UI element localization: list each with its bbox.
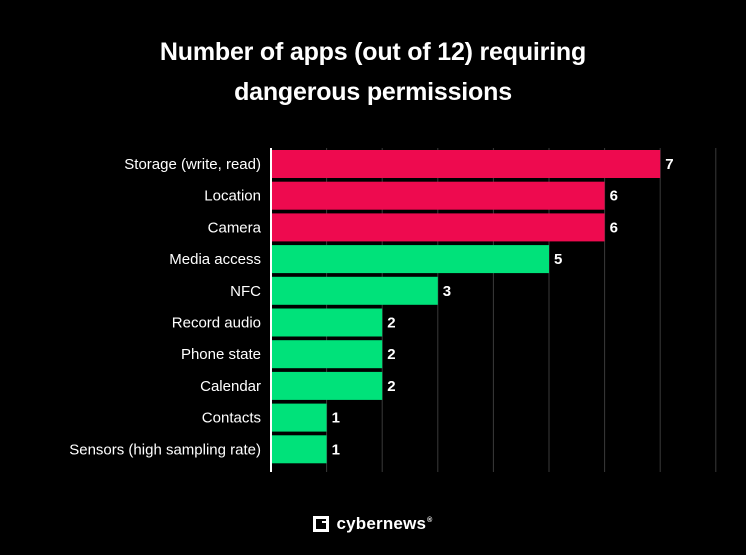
bar [271, 150, 661, 178]
bar [271, 245, 549, 274]
value-label: 2 [387, 378, 395, 395]
category-label: Calendar [200, 378, 261, 395]
cybernews-logo-icon [313, 516, 330, 532]
category-label: Sensors (high sampling rate) [69, 441, 261, 458]
category-label: Location [204, 188, 261, 205]
bar [271, 181, 605, 210]
chart-title-line-1: Number of apps (out of 12) requiring [159, 38, 587, 66]
bars [271, 150, 661, 464]
category-label: Storage (write, read) [124, 156, 261, 173]
value-label: 2 [387, 346, 395, 363]
value-label: 1 [332, 410, 340, 427]
bar [271, 340, 383, 369]
category-labels: Storage (write, read) Location Camera Media… [69, 156, 261, 458]
value-label: 6 [610, 188, 618, 205]
value-label: 6 [610, 219, 618, 236]
category-label: Phone state [181, 346, 261, 363]
brand-footer: cybernews® [0, 514, 746, 534]
brand-name: cybernews® [336, 514, 433, 533]
bar [271, 435, 327, 464]
bar [271, 308, 383, 337]
value-labels: 7 6 6 5 3 2 2 2 1 1 [332, 156, 674, 458]
value-label: 1 [332, 441, 340, 458]
value-label: 3 [443, 283, 451, 300]
bar [271, 276, 438, 305]
chart-title-line-2: dangerous permissions [234, 78, 512, 106]
bar [271, 403, 327, 432]
category-label: Media access [169, 251, 261, 268]
category-label: NFC [230, 283, 261, 300]
category-label: Record audio [172, 315, 261, 332]
value-label: 5 [554, 251, 562, 268]
value-label: 7 [665, 156, 673, 173]
bar [271, 213, 605, 242]
bar [271, 371, 383, 400]
category-label: Camera [208, 219, 262, 236]
value-label: 2 [387, 315, 395, 332]
category-label: Contacts [202, 410, 261, 427]
brand-reg-mark: ® [427, 517, 433, 525]
